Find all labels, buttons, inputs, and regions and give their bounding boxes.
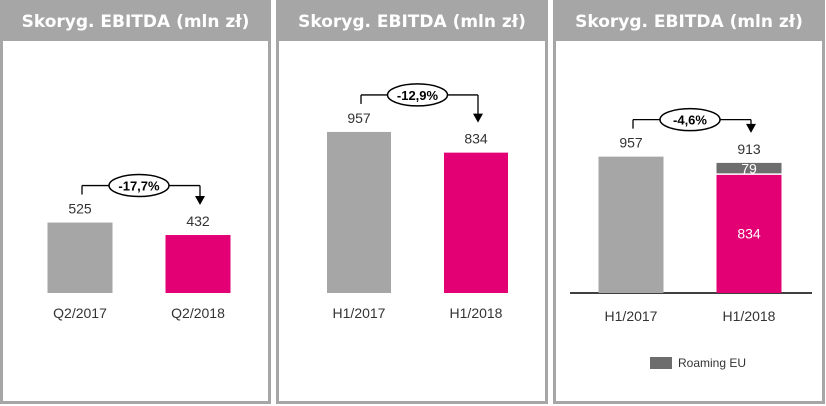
category-label: Q2/2017 bbox=[53, 305, 107, 321]
chart-title: Skoryg. EBITDA (mln zł) bbox=[279, 3, 545, 41]
bar-value-label: 957 bbox=[347, 110, 371, 126]
bar-segment bbox=[716, 162, 782, 175]
bar-total-label: 957 bbox=[619, 135, 643, 151]
change-label: -17,7% bbox=[118, 179, 160, 194]
bar bbox=[165, 235, 231, 293]
bar-value-label: 834 bbox=[464, 131, 488, 147]
chart-h1-ebitda-roaming: 957 H1/2017 834 79 913 H1/2018 -4,6% bbox=[570, 107, 812, 324]
change-label: -12,9% bbox=[397, 88, 439, 103]
change-arrow-head bbox=[473, 113, 483, 123]
chart-legend: Roaming EU bbox=[650, 356, 746, 370]
chart-panel-q2: Skoryg. EBITDA (mln zł) 525 Q2/2017 432 Q2/… bbox=[0, 0, 271, 404]
change-label-ellipse bbox=[108, 173, 170, 198]
bar bbox=[444, 152, 508, 293]
change-arrow-head bbox=[746, 123, 756, 133]
change-arrow-head bbox=[195, 196, 205, 206]
change-label-ellipse bbox=[659, 107, 721, 132]
chart-panel-h1-roaming: Skoryg. EBITDA (mln zł) 957 H1/2017 834 79 9… bbox=[553, 0, 825, 404]
bar bbox=[327, 131, 391, 293]
change-label-ellipse bbox=[386, 83, 449, 107]
legend-swatch-roaming-eu bbox=[650, 357, 672, 369]
category-label: H1/2018 bbox=[723, 308, 776, 324]
bar bbox=[47, 222, 113, 293]
chart-title: Skoryg. EBITDA (mln zł) bbox=[3, 3, 268, 41]
chart-title: Skoryg. EBITDA (mln zł) bbox=[556, 3, 822, 41]
segment-value-label: 79 bbox=[741, 161, 757, 177]
chart-panel-h1: Skoryg. EBITDA (mln zł) 957 H1/2017 834 H1/… bbox=[276, 0, 548, 404]
category-label: Q2/2018 bbox=[171, 305, 225, 321]
bar-segment bbox=[716, 174, 782, 293]
bar-value-label: 525 bbox=[68, 201, 92, 217]
segment-value-label: 834 bbox=[737, 226, 761, 242]
bar-value-label: 432 bbox=[186, 213, 210, 229]
category-label: H1/2018 bbox=[450, 305, 503, 321]
category-label: H1/2017 bbox=[333, 305, 386, 321]
category-label: H1/2017 bbox=[605, 308, 658, 324]
legend-label-roaming-eu: Roaming EU bbox=[678, 356, 747, 370]
chart-q2-ebitda: 525 Q2/2017 432 Q2/2018 -17,7% bbox=[47, 173, 231, 321]
chart-h1-ebitda: 957 H1/2017 834 H1/2018 -12,9% bbox=[327, 83, 508, 321]
change-label: -4,6% bbox=[673, 113, 707, 128]
bar-total-label: 913 bbox=[737, 141, 761, 157]
bar-segment bbox=[598, 156, 664, 293]
